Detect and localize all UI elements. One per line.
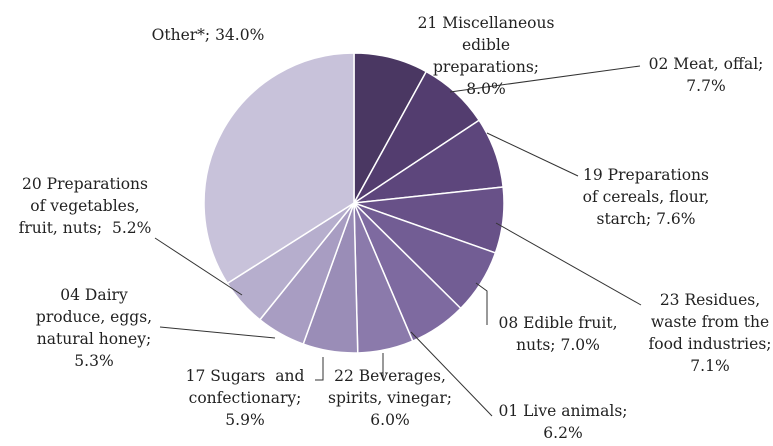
- slice-label-line: 6.2%: [543, 424, 582, 442]
- slice-label: 22 Beverages, spirits, vinegar; 6.0%: [328, 367, 452, 429]
- slice-label-line: 5.9%: [225, 411, 264, 429]
- leader-line: [154, 237, 243, 296]
- slice-label-line: of cereals, flour,: [583, 188, 710, 206]
- slice-label-line: 21 Miscellaneous: [418, 14, 555, 32]
- leader-line: [449, 65, 641, 93]
- slice-label-line: spirits, vinegar;: [328, 389, 452, 407]
- slice-label-line: starch; 7.6%: [596, 210, 695, 228]
- slice-label-line: nuts; 7.0%: [516, 336, 600, 354]
- slice-label-line: waste from the: [651, 313, 769, 331]
- slice-label: 23 Residues, waste from the food industrie…: [649, 291, 772, 375]
- leader-line: [315, 357, 324, 381]
- slice-label-line: 23 Residues,: [660, 291, 760, 309]
- slice-label: Other*; 34.0%: [152, 26, 265, 44]
- slice-label-line: 8.0%: [466, 80, 505, 98]
- slice-label: 17 Sugars and confectionary; 5.9%: [186, 367, 305, 429]
- leader-line: [410, 331, 493, 417]
- slice-label-line: 02 Meat, offal;: [649, 55, 764, 73]
- slice-label-line: 6.0%: [370, 411, 409, 429]
- slice-label: 04 Dairy produce, eggs, natural honey; 5.3%: [36, 286, 152, 370]
- pie-slices: [203, 52, 505, 354]
- slice-label-line: 19 Preparations: [583, 166, 709, 184]
- leader-lines: [154, 65, 642, 417]
- slice-label-line: of vegetables,: [30, 197, 139, 215]
- slice-label-line: 04 Dairy: [60, 286, 128, 304]
- slice-label: 02 Meat, offal; 7.7%: [649, 55, 764, 95]
- slice-label-line: 7.1%: [690, 357, 729, 375]
- slice-label-line: natural honey;: [37, 330, 151, 348]
- pie-slice: [203, 52, 355, 285]
- slice-label-line: Other*; 34.0%: [152, 26, 265, 44]
- slice-label-line: preparations;: [433, 58, 539, 76]
- slice-label-line: 08 Edible fruit,: [498, 314, 617, 332]
- slice-label-line: fruit, nuts; 5.2%: [19, 219, 152, 237]
- slice-label-line: 22 Beverages,: [334, 367, 446, 385]
- slice-label-line: confectionary;: [189, 389, 302, 407]
- slice-label: 19 Preparations of cereals, flour, starch;…: [583, 166, 710, 228]
- leader-line: [475, 282, 488, 325]
- slice-label-line: 7.7%: [686, 77, 725, 95]
- slice-label-line: 5.3%: [74, 352, 113, 370]
- leader-line: [495, 222, 642, 306]
- slice-label: 01 Live animals; 6.2%: [498, 402, 627, 442]
- slice-label: 21 Miscellaneous edible preparations; 8.0%: [418, 14, 555, 98]
- slice-label: 20 Preparations of vegetables, fruit, nuts…: [19, 175, 152, 237]
- slice-label-line: 20 Preparations: [22, 175, 148, 193]
- slice-labels: 21 Miscellaneous edible preparations; 8.0% 0…: [19, 14, 772, 442]
- leader-line: [486, 132, 579, 177]
- slice-label-line: 01 Live animals;: [498, 402, 627, 420]
- slice-label-line: 17 Sugars and: [186, 367, 305, 385]
- leader-line: [159, 326, 276, 339]
- slice-label-line: produce, eggs,: [36, 308, 152, 326]
- slice-label-line: edible: [462, 36, 510, 54]
- slice-label: 08 Edible fruit, nuts; 7.0%: [498, 314, 617, 354]
- slice-label-line: food industries;: [649, 335, 772, 353]
